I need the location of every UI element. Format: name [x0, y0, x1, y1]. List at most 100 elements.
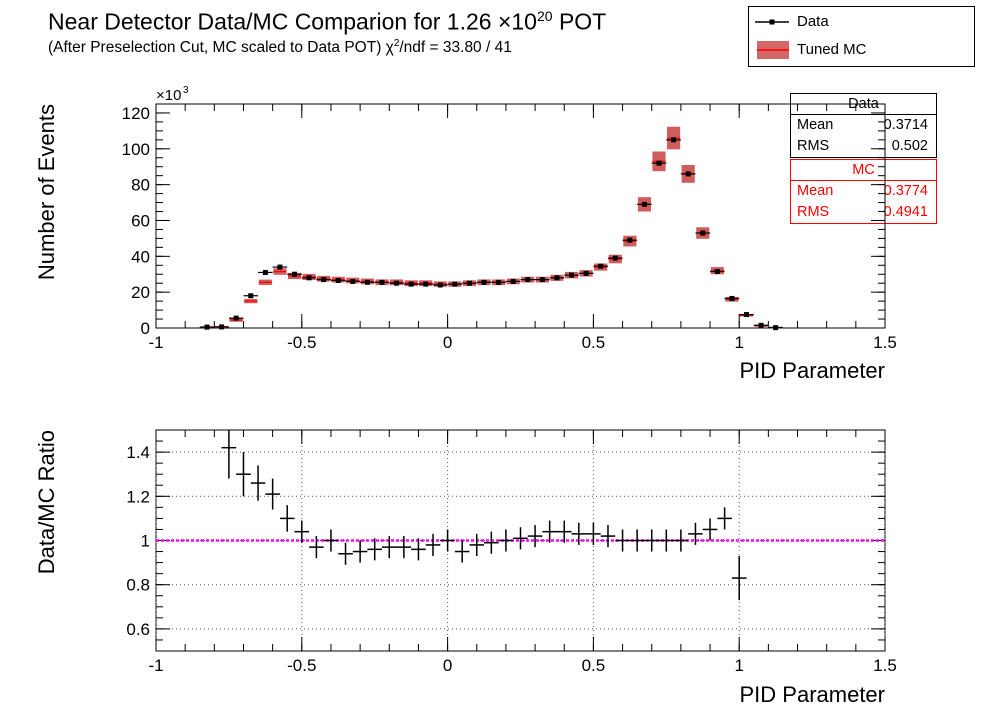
mc-band: [200, 326, 214, 328]
mc-band: [462, 280, 477, 287]
data-point: [729, 295, 735, 301]
mc-band: [375, 279, 389, 286]
mc-band: [390, 279, 404, 286]
data-point: [262, 269, 268, 275]
x-axis-label: PID Parameter: [740, 358, 886, 383]
mc-band: [725, 296, 739, 302]
x-tick-label: 1.5: [873, 656, 897, 675]
mc-band: [448, 281, 462, 287]
data-point: [219, 324, 225, 330]
title-text: Near Detector Data/MC Comparion for 1.26…: [48, 8, 537, 35]
mc-band: [564, 271, 579, 279]
y-tick-label: 0: [141, 319, 150, 338]
data-point: [554, 275, 560, 281]
data-point: [773, 325, 779, 331]
stats-data-mean-row: Mean 0.3714: [791, 115, 936, 136]
mc-band: [579, 270, 593, 277]
mc-band: [215, 326, 229, 328]
data-point: [364, 279, 370, 285]
mc-band: [535, 276, 549, 283]
mc-band: [331, 276, 345, 283]
stats-data-mean-value: 0.3714: [883, 117, 928, 133]
stats-mc-rms-value: 0.4941: [883, 204, 928, 220]
x-tick-label: 0: [443, 333, 452, 352]
data-point: [598, 263, 604, 269]
stats-mc-mean-label: Mean: [797, 183, 834, 199]
x-tick-label: 0: [443, 656, 452, 675]
data-point: [569, 272, 575, 278]
y-tick-label: 20: [131, 283, 150, 302]
data-point: [394, 280, 400, 286]
stats-data-rms-value: 0.502: [891, 138, 928, 154]
stats-box-mc: MC Mean 0.3774 RMS 0.4941: [790, 159, 937, 224]
stats-mc-rms-row: RMS 0.4941: [791, 202, 936, 223]
x-tick-label: -0.5: [287, 333, 316, 352]
mc-band: [608, 254, 622, 264]
page-title: Near Detector Data/MC Comparion for 1.26…: [48, 8, 606, 36]
x-tick-label: 1: [734, 333, 743, 352]
y-tick-label: 100: [122, 140, 150, 159]
y-tick-label: 40: [131, 247, 150, 266]
data-point: [335, 278, 341, 284]
legend-mc-marker-icon: [757, 41, 789, 59]
mc-band: [652, 151, 666, 172]
y-tick-label: 80: [131, 176, 150, 195]
legend: Data Tuned MC: [748, 6, 975, 67]
mc-band: [360, 278, 374, 285]
y-tick-label: 1.4: [126, 443, 150, 462]
mc-band: [667, 126, 681, 150]
mc-band: [769, 326, 783, 328]
data-point: [583, 270, 589, 276]
y-tick-label: 0.8: [126, 576, 150, 595]
stats-mc-rms-label: RMS: [797, 204, 830, 220]
data-point: [700, 230, 706, 236]
data-point: [248, 293, 254, 299]
data-point: [466, 280, 472, 286]
mc-band: [404, 280, 418, 287]
mc-band: [623, 235, 637, 247]
data-point: [437, 282, 443, 288]
data-point: [758, 322, 764, 328]
data-point: [481, 279, 487, 285]
data-point: [277, 264, 283, 270]
y-tick-label: 1.2: [126, 487, 150, 506]
plot-frame: [155, 103, 886, 329]
mc-band: [739, 314, 754, 317]
legend-item-mc: Tuned MC: [749, 37, 974, 63]
mc-band: [521, 276, 535, 283]
subtitle: (After Preselection Cut, MC scaled to Da…: [48, 38, 606, 57]
y-tick-label: 120: [122, 104, 150, 123]
legend-data-marker-icon: [755, 19, 789, 25]
mc-band: [696, 227, 710, 239]
stats-mc-title: MC: [791, 160, 936, 181]
x-tick-label: -1: [148, 333, 163, 352]
data-point: [452, 281, 458, 287]
data-point: [627, 237, 633, 243]
data-point: [408, 281, 414, 287]
stats-data-title: Data: [791, 94, 936, 115]
data-point: [496, 279, 502, 285]
mc-band: [244, 298, 258, 304]
y-axis-label: Data/MC Ratio: [34, 430, 59, 574]
mc-band: [419, 280, 433, 287]
mc-band: [681, 164, 695, 183]
mc-band: [550, 274, 564, 281]
data-point: [743, 312, 749, 318]
legend-mc-label: Tuned MC: [797, 41, 867, 58]
mc-band: [492, 279, 506, 286]
title-suffix: POT: [552, 8, 607, 35]
data-point: [379, 279, 385, 285]
mc-band: [273, 268, 287, 275]
stats-data-rms-row: RMS 0.502: [791, 136, 936, 157]
mc-band: [594, 263, 608, 271]
subtitle-exponent: 2: [393, 37, 400, 49]
mc-band: [506, 278, 520, 285]
x-tick-label: 1: [734, 656, 743, 675]
mc-band: [229, 318, 243, 322]
data-point: [656, 160, 662, 166]
subtitle-suffix: /ndf = 33.80 / 41: [399, 38, 512, 56]
data-point: [292, 271, 298, 277]
y-multiplier: ×10: [156, 87, 181, 104]
stats-data-rms-label: RMS: [797, 138, 830, 154]
mc-band: [258, 279, 272, 285]
